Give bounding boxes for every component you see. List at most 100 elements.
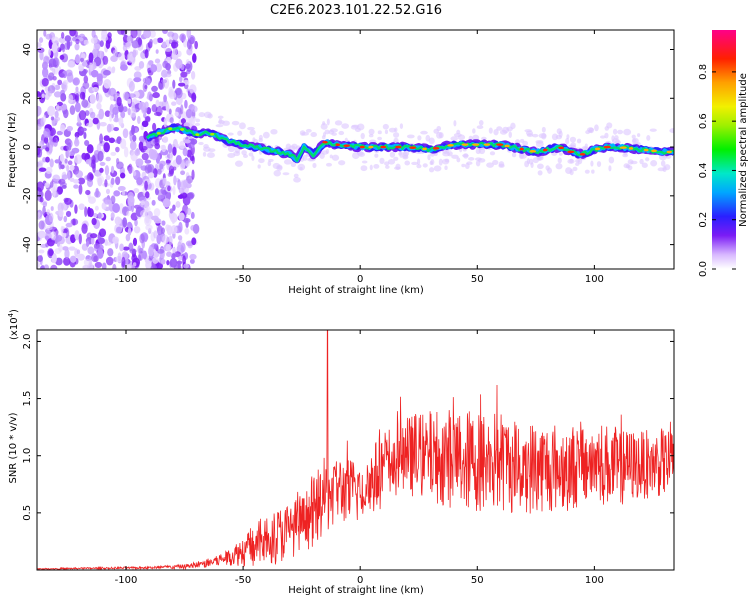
spectrogram-noise-cell <box>160 227 165 234</box>
spectrogram-haze-cell <box>464 162 470 170</box>
spectrogram-peak-cell <box>180 128 185 131</box>
spectrogram-noise-cell <box>99 133 103 144</box>
spectrogram-noise-cell <box>94 261 103 269</box>
spectrogram-noise-cell <box>172 204 176 211</box>
spectrogram-haze-cell <box>312 162 317 169</box>
spectrogram-noise-cell <box>69 150 76 156</box>
spectrogram-noise-cell <box>112 106 119 115</box>
spectrogram-noise-cell <box>133 188 140 194</box>
spectrogram-noise-cell <box>136 177 143 186</box>
spectrogram-noise-cell <box>170 212 178 223</box>
spectrogram-noise-cell <box>182 218 191 223</box>
spectrogram-haze-cell <box>227 132 234 136</box>
spectrogram-haze-cell <box>627 165 633 171</box>
colorbar-gradient <box>712 30 736 269</box>
spectrogram-haze-cell <box>569 136 577 143</box>
spectrogram-noise-cell <box>122 128 129 139</box>
spectrogram-peak-cell <box>643 148 649 152</box>
spectrogram-noise-cell <box>84 206 88 218</box>
spectrogram-noise-cell <box>173 175 177 186</box>
snr-scale-base: 10 <box>9 317 20 330</box>
spectrogram-noise-cell <box>54 159 60 164</box>
spectrogram-noise-cell <box>171 253 176 260</box>
spectrogram-noise-cell <box>112 49 118 57</box>
spectrogram-noise-cell <box>90 37 98 44</box>
spectrogram-noise-cell <box>78 203 85 211</box>
spectrogram-noise-cell <box>81 61 88 67</box>
spectrogram-haze-cell <box>382 123 389 130</box>
spectrogram-haze-cell <box>384 129 389 135</box>
spectrogram-noise-cell <box>110 212 115 219</box>
spectrogram-noise-cell <box>190 224 196 231</box>
spectrogram-noise-cell <box>49 158 54 168</box>
spectrogram-noise-cell <box>60 124 66 133</box>
spectrogram-haze-cell <box>641 162 648 168</box>
spectrogram-noise-cell <box>104 179 108 188</box>
spectrogram-haze-cell <box>476 125 484 130</box>
spectrogram-haze-cell <box>402 155 409 160</box>
spectrogram-noise-cell <box>91 48 98 59</box>
spectrogram-haze-cell <box>384 161 390 166</box>
snr-panel: -100 -50 0 50 100 0.5 1.0 1.5 2.0 Height of stra… <box>7 309 675 596</box>
spectrogram-noise-cell <box>60 164 65 170</box>
colorbar-label: Normalized spectral amplitude <box>738 73 749 227</box>
spectrogram-noise-cell <box>157 168 162 175</box>
spectrogram-haze-cell <box>388 127 397 133</box>
spectrogram-noise-cell <box>68 94 74 104</box>
spectrogram-noise-cell <box>108 137 115 144</box>
spectrogram-noise-cell <box>163 94 167 103</box>
spectrogram-haze-cell <box>377 136 383 141</box>
spectrogram-noise-cell <box>134 127 139 133</box>
spectrogram-haze-cell <box>207 113 213 119</box>
spectrogram-noise-cell <box>170 41 179 49</box>
spectrogram-noise-cell <box>165 190 171 201</box>
spectrogram-noise-cell <box>148 93 153 102</box>
spectrogram-haze-cell <box>251 155 255 161</box>
spectrogram-noise-cell <box>89 111 96 119</box>
spectrogram-noise-cell <box>191 169 195 180</box>
spectrogram-noise-cell <box>91 217 97 226</box>
spectrogram-haze-cell <box>411 161 419 166</box>
spectrogram-haze-cell <box>649 128 657 132</box>
spectrogram-noise-cell <box>37 124 42 130</box>
spectrogram-noise-cell <box>136 30 142 38</box>
spectrogram-ytick-label: 20 <box>22 92 33 105</box>
spectrogram-haze-cell <box>429 161 434 166</box>
spectrogram-noise-cell <box>112 236 120 244</box>
spectrogram-haze-cell <box>361 160 368 164</box>
snr-frame <box>36 329 675 571</box>
spectrogram-noise-cell <box>120 111 126 119</box>
spectrogram-haze-cell <box>334 120 343 126</box>
spectrogram-haze-cell <box>596 161 602 168</box>
spectrogram-frame <box>36 29 675 270</box>
spectrogram-noise-cell <box>102 55 109 65</box>
spectrogram-haze-cell <box>453 120 457 127</box>
spectrogram-noise-cell <box>100 35 109 42</box>
spectrogram-noise-cell <box>184 99 188 109</box>
spectrogram-noise-cell <box>125 264 132 269</box>
spectrogram-noise-cell <box>172 247 176 254</box>
spectrogram-noise-cell <box>110 55 118 63</box>
spectrogram-haze-cell <box>660 160 666 167</box>
spectrogram-noise-cell <box>129 140 137 151</box>
spectrogram-haze-cell <box>590 160 594 167</box>
spectrogram-noise-cell <box>104 165 110 176</box>
spectrogram-haze-cell <box>406 134 415 139</box>
spectrogram-noise-cell <box>120 64 128 71</box>
spectrogram-noise-cell <box>177 194 184 199</box>
spectrogram-haze-cell <box>617 129 624 135</box>
spectrogram-noise-cell <box>123 146 129 158</box>
spectrogram-noise-cell <box>144 48 149 59</box>
spectrogram-noise-cell <box>157 249 165 254</box>
spectrogram-noise-cell <box>169 208 174 214</box>
spectrogram-haze-cell <box>385 165 390 169</box>
spectrogram-noise-cell <box>126 210 130 217</box>
spectrogram-noise-cell <box>51 36 60 45</box>
spectrogram-noise-cell <box>179 76 183 83</box>
spectrogram-noise-cell <box>110 165 115 174</box>
spectrogram-haze-cell <box>373 164 380 169</box>
spectrogram-noise-cell <box>183 139 191 144</box>
spectrogram-noise-cell <box>60 225 64 233</box>
spectrogram-haze-cell <box>227 152 236 158</box>
spectrogram-noise-cell <box>88 173 94 181</box>
